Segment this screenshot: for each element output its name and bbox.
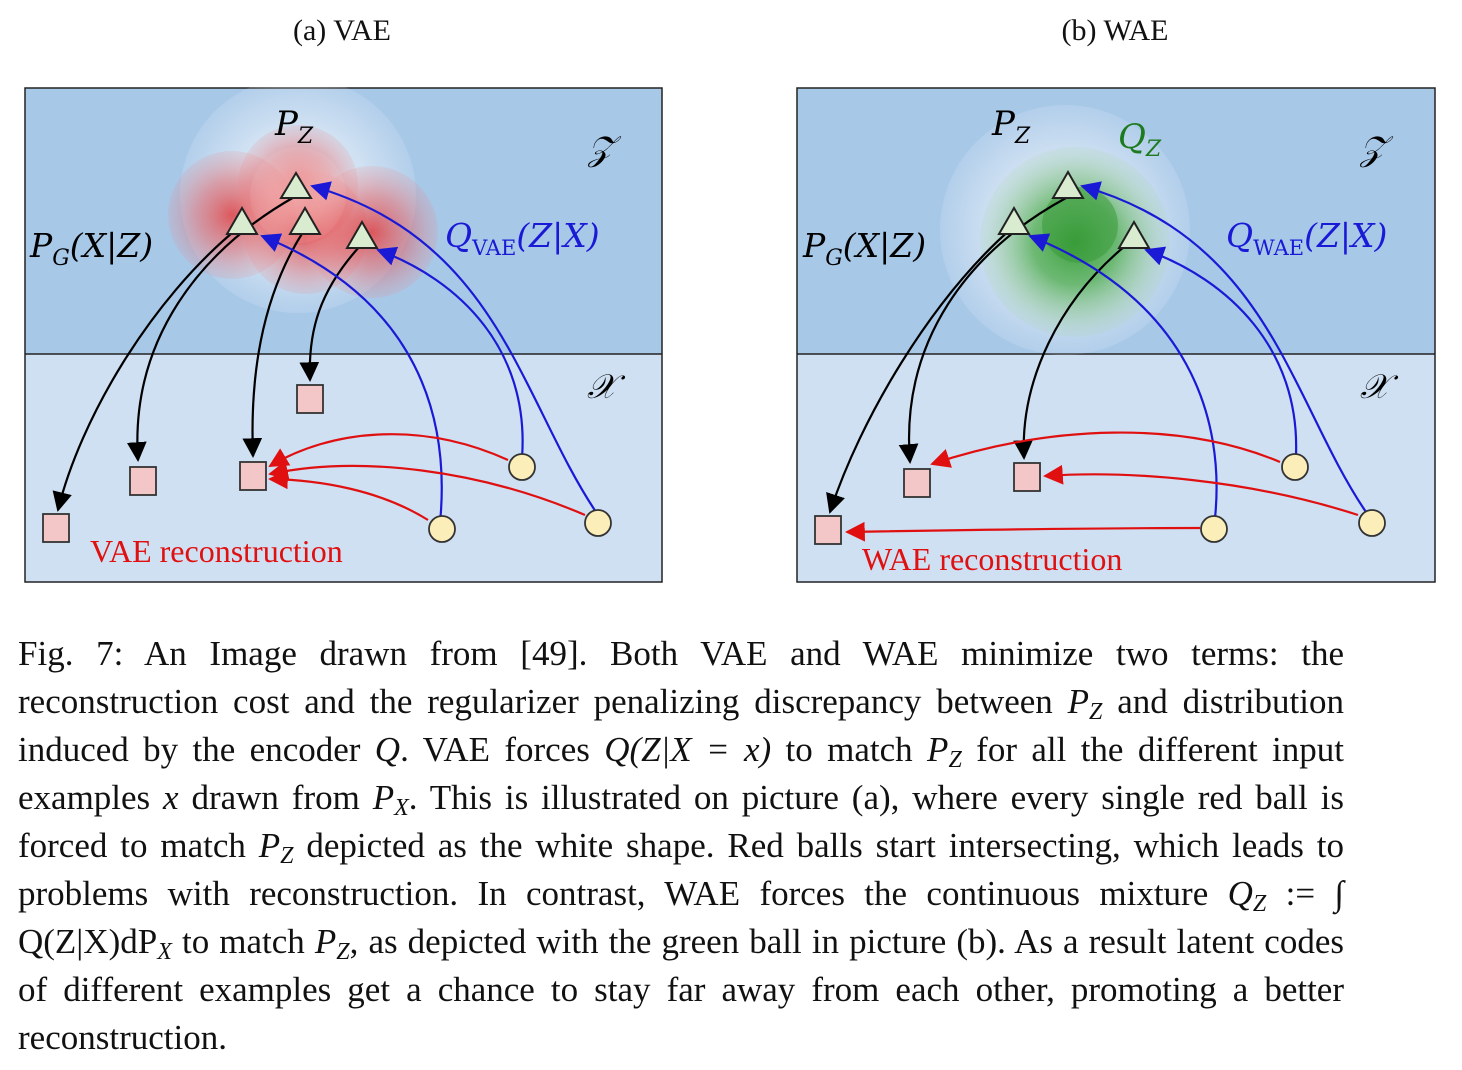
panel-a-title: (a) VAE	[292, 14, 392, 47]
latent-code-marker	[1051, 169, 1085, 199]
reconstruction-label: VAE reconstruction	[90, 533, 343, 569]
decoder-arrow	[1013, 245, 1126, 460]
figure-caption: Fig. 7: An Image drawn from [49]. Both V…	[18, 634, 1345, 1057]
decoder-label: PG(X|Z)	[802, 226, 926, 271]
encoder-arrow	[310, 181, 599, 516]
decoder-arrow	[242, 231, 304, 458]
reconstruction-point	[814, 515, 842, 545]
reconstruction-point	[239, 461, 267, 491]
reconstruction-arrow	[268, 433, 509, 468]
input-data-point	[584, 509, 612, 537]
reconstruction-label: WAE reconstruction	[862, 541, 1122, 577]
encoder-arrow	[1080, 181, 1367, 513]
reconstruction-point	[129, 466, 157, 496]
latent-code-marker	[1117, 219, 1151, 249]
encoder-arrow	[1144, 246, 1298, 456]
reconstruction-point	[903, 468, 931, 498]
reconstruction-point	[42, 513, 70, 543]
vae-wae-figure: PZ 𝒵 𝒳 PG(X|Z) QVAE(Z|X) VAE reconstruct…	[24, 77, 1436, 583]
aggregate-posterior-core	[1042, 187, 1118, 263]
latent-code-marker	[279, 171, 313, 199]
decoder-arrow	[52, 227, 239, 512]
reconstruction-arrow	[268, 460, 586, 517]
decoder-label: PG(X|Z)	[29, 226, 153, 271]
panel-b-title: (b) WAE	[1061, 14, 1169, 47]
latent-code-marker	[345, 219, 379, 249]
input-data-point	[508, 453, 536, 481]
latent-code-marker	[997, 205, 1031, 235]
panel-a-vae: PZ 𝒵 𝒳 PG(X|Z) QVAE(Z|X) VAE reconstruct…	[24, 77, 663, 583]
reconstruction-arrow	[1043, 464, 1359, 517]
input-data-point	[1200, 515, 1228, 543]
reconstruction-point	[296, 384, 324, 414]
encoder-label: QVAE(Z|X)	[445, 216, 600, 260]
reconstruction-point	[1013, 462, 1041, 492]
latent-code-marker	[225, 205, 259, 235]
reconstruction-arrow	[845, 521, 1201, 542]
input-data-point	[1358, 509, 1386, 537]
panel-border	[796, 87, 1436, 583]
input-data-point	[1281, 453, 1309, 481]
encoder-arrow	[260, 233, 443, 524]
decoder-arrow	[826, 227, 1013, 514]
decoder-arrow	[898, 197, 1067, 464]
input-data-point	[428, 515, 456, 543]
panel-b-wae: PZ QZ 𝒵 𝒳 PG(X|Z) QWAE(Z|X) WAE reconstr…	[796, 87, 1436, 583]
decoder-arrow	[299, 245, 361, 382]
encoder-arrow	[1028, 233, 1218, 519]
reconstruction-arrow	[930, 431, 1281, 468]
data-space-region	[797, 354, 1435, 582]
decoder-arrow	[126, 195, 297, 462]
encoder-arrow	[376, 246, 524, 459]
latent-code-marker	[288, 205, 322, 235]
encoder-label: QWAE(Z|X)	[1226, 216, 1387, 260]
reconstruction-arrow	[268, 469, 429, 521]
